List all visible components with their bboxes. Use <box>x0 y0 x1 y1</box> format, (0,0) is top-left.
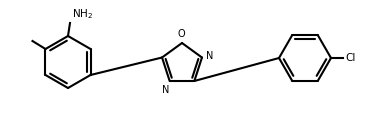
Text: N: N <box>162 85 169 95</box>
Text: Cl: Cl <box>345 53 355 63</box>
Text: O: O <box>177 29 185 39</box>
Text: N: N <box>206 51 213 60</box>
Text: NH$_2$: NH$_2$ <box>72 7 93 21</box>
